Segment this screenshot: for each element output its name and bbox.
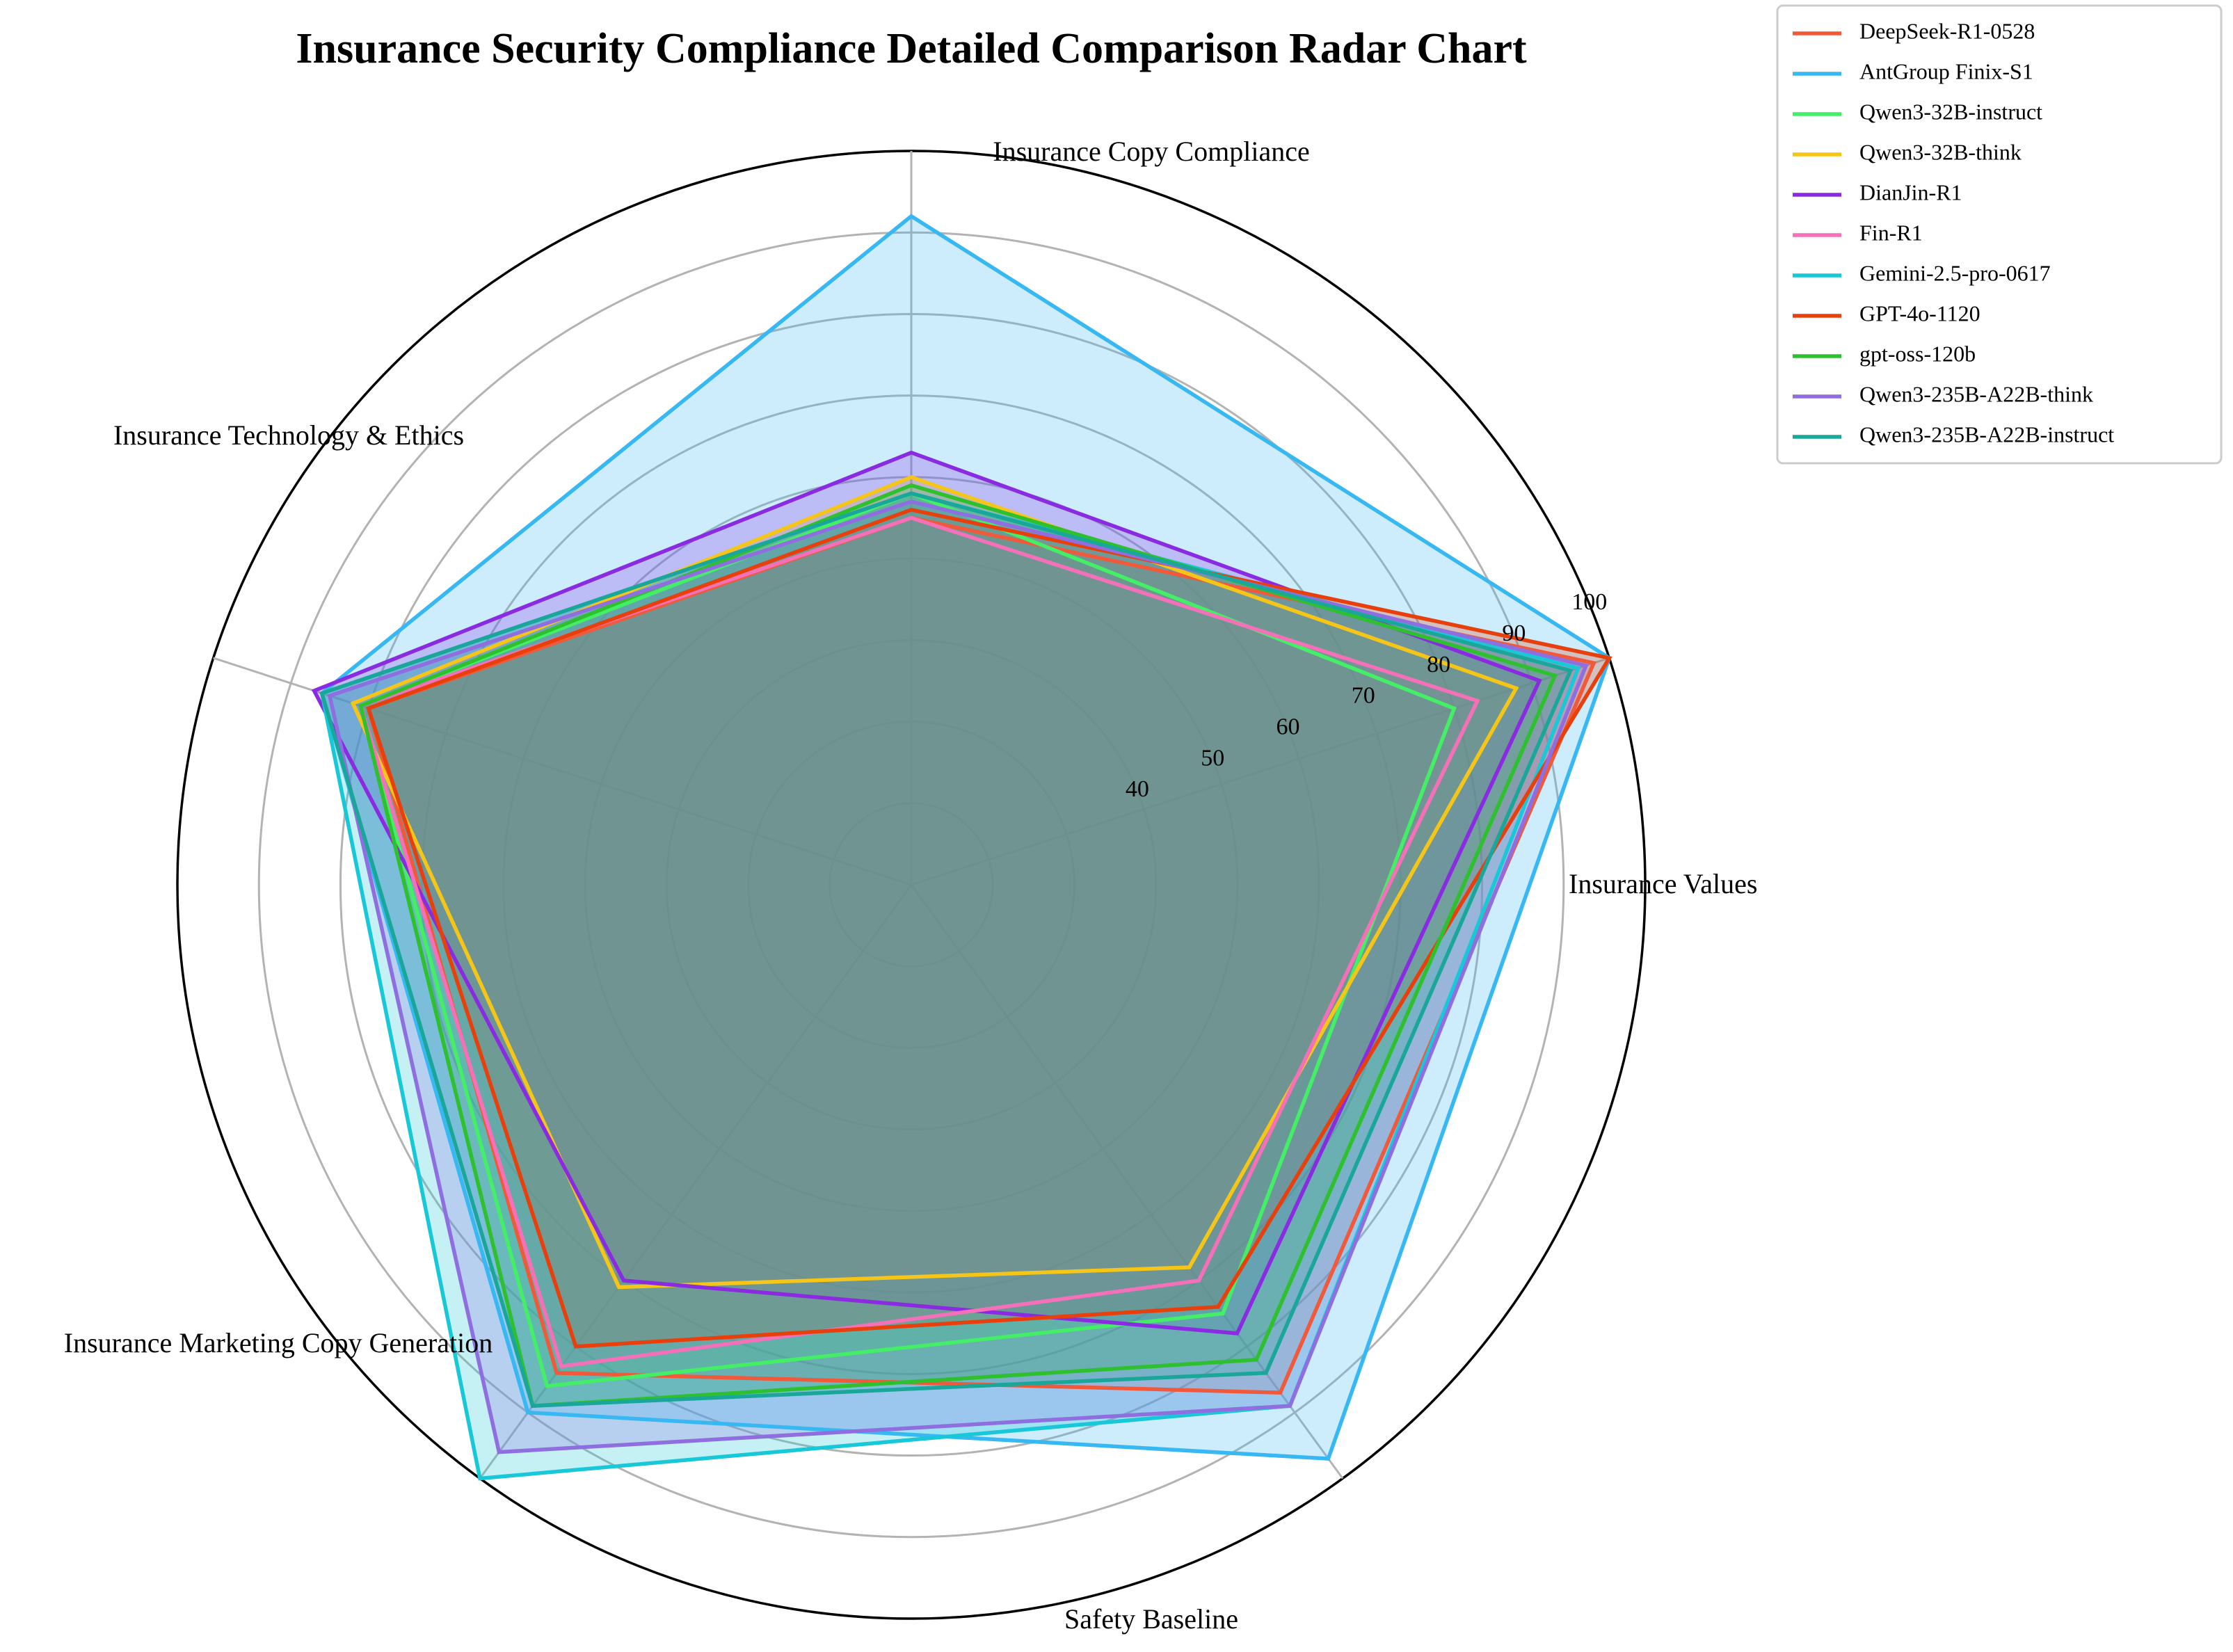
series-fill-7 (368, 509, 1610, 1347)
series-fill-4 (314, 452, 1540, 1333)
legend-label-1: AntGroup Finix-S1 (1859, 58, 2033, 83)
axis-label-3: Insurance Marketing Copy Generation (64, 1327, 493, 1358)
series-fills (314, 216, 1610, 1479)
series-line-7 (366, 507, 1612, 1349)
axis-label-1: Insurance Copy Compliance (993, 136, 1309, 167)
spoke-3 (479, 884, 913, 1479)
tick-label-70: 70 (1352, 683, 1375, 709)
series-fill-3 (353, 476, 1516, 1288)
axis-label-0: Insurance Values (1569, 868, 1757, 899)
legend-label-8: gpt-oss-120b (1859, 341, 1976, 366)
legend-label-4: DianJin-R1 (1859, 179, 1962, 205)
tick-label-100: 100 (1571, 589, 1607, 615)
series-fill-10 (321, 493, 1571, 1406)
legend-label-10: Qwen3-235B-A22B-instruct (1859, 422, 2114, 447)
legend-label-7: GPT-4o-1120 (1859, 300, 1980, 326)
legend-label-5: Fin-R1 (1859, 220, 1923, 245)
tick-label-80: 80 (1427, 652, 1450, 677)
tick-label-60: 60 (1276, 714, 1299, 740)
series-line-1 (319, 214, 1612, 1461)
series-fill-2 (360, 493, 1455, 1386)
series-line-10 (319, 491, 1574, 1409)
series-fill-8 (360, 485, 1555, 1406)
axis-label-2: Insurance Technology & Ethics (113, 419, 464, 451)
series-line-9 (327, 499, 1589, 1454)
spoke-4 (910, 884, 1344, 1479)
legend-label-0: DeepSeek-R1-0528 (1859, 18, 2035, 43)
radial-tick-labels: 40 50 60 70 80 90 100 (1126, 589, 1607, 802)
legend-frame (1776, 4, 2223, 465)
axis-label-4: Safety Baseline (1064, 1603, 1238, 1635)
legend-label-9: Qwen3-235B-A22B-think (1859, 381, 2093, 406)
tick-label-50: 50 (1201, 745, 1224, 771)
chart-title: Insurance Security Compliance Detailed C… (296, 25, 1527, 72)
tick-label-90: 90 (1502, 620, 1526, 646)
axis-labels: Insurance Values Insurance Copy Complianc… (64, 136, 1758, 1635)
spoke-0 (911, 657, 1610, 886)
legend-label-6: Gemini-2.5-pro-0617 (1859, 260, 2051, 285)
series-line-8 (358, 483, 1558, 1409)
series-fill-5 (360, 518, 1478, 1367)
series-line-3 (350, 474, 1519, 1290)
series-fill-0 (368, 518, 1594, 1393)
tick-label-40: 40 (1126, 776, 1149, 802)
series-line-5 (358, 515, 1480, 1369)
legend-label-2: Qwen3-32B-instruct (1859, 99, 2042, 124)
series-line-4 (311, 450, 1542, 1336)
series-lines (311, 214, 1612, 1481)
legend-label-3: Qwen3-32B-think (1859, 139, 2022, 164)
legend: DeepSeek-R1-0528 AntGroup Finix-S1 Qwen3-3… (1776, 4, 2223, 465)
